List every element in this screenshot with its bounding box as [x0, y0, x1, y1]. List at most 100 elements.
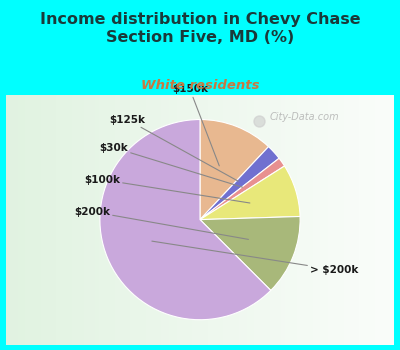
- Text: $150k: $150k: [172, 84, 219, 166]
- Wedge shape: [200, 147, 279, 220]
- Bar: [374, 94, 378, 345]
- Text: White residents: White residents: [141, 79, 259, 92]
- Bar: [382, 94, 386, 345]
- Bar: [235, 94, 239, 345]
- Bar: [64, 94, 68, 345]
- Bar: [367, 94, 371, 345]
- Bar: [103, 94, 107, 345]
- Bar: [115, 94, 118, 345]
- Bar: [258, 94, 262, 345]
- Bar: [68, 94, 72, 345]
- Wedge shape: [200, 158, 284, 220]
- Bar: [154, 94, 157, 345]
- Bar: [231, 94, 235, 345]
- Bar: [278, 94, 282, 345]
- Bar: [289, 94, 293, 345]
- Text: $100k: $100k: [84, 175, 250, 203]
- Bar: [227, 94, 231, 345]
- Bar: [165, 94, 169, 345]
- Wedge shape: [200, 166, 300, 220]
- Wedge shape: [200, 217, 300, 290]
- Text: $125k: $125k: [109, 114, 238, 181]
- Bar: [262, 94, 266, 345]
- Bar: [169, 94, 173, 345]
- Bar: [320, 94, 324, 345]
- Bar: [359, 94, 363, 345]
- Bar: [196, 94, 200, 345]
- Wedge shape: [200, 119, 268, 220]
- Bar: [10, 94, 14, 345]
- Bar: [52, 94, 56, 345]
- Bar: [177, 94, 181, 345]
- Bar: [351, 94, 355, 345]
- Bar: [122, 94, 126, 345]
- Bar: [84, 94, 88, 345]
- Bar: [355, 94, 359, 345]
- Bar: [246, 94, 250, 345]
- Bar: [22, 94, 26, 345]
- Bar: [91, 94, 95, 345]
- Bar: [56, 94, 60, 345]
- Bar: [88, 94, 91, 345]
- Bar: [188, 94, 192, 345]
- Bar: [192, 94, 196, 345]
- Bar: [49, 94, 52, 345]
- Bar: [146, 94, 150, 345]
- Bar: [340, 94, 344, 345]
- Bar: [80, 94, 84, 345]
- Bar: [161, 94, 165, 345]
- Bar: [138, 94, 142, 345]
- Bar: [76, 94, 80, 345]
- Text: > $200k: > $200k: [152, 241, 358, 275]
- Bar: [243, 94, 246, 345]
- Bar: [301, 94, 305, 345]
- Bar: [99, 94, 103, 345]
- Bar: [60, 94, 64, 345]
- Bar: [285, 94, 289, 345]
- Text: City-Data.com: City-Data.com: [270, 112, 340, 122]
- Text: $200k: $200k: [74, 206, 248, 239]
- Bar: [216, 94, 219, 345]
- Bar: [118, 94, 122, 345]
- Bar: [107, 94, 111, 345]
- Bar: [157, 94, 161, 345]
- Bar: [297, 94, 301, 345]
- Bar: [309, 94, 312, 345]
- Bar: [111, 94, 115, 345]
- Bar: [41, 94, 45, 345]
- Bar: [348, 94, 351, 345]
- Bar: [6, 94, 10, 345]
- Bar: [312, 94, 316, 345]
- Bar: [200, 94, 204, 345]
- Text: $30k: $30k: [99, 142, 242, 187]
- Bar: [95, 94, 99, 345]
- Bar: [29, 94, 33, 345]
- Bar: [184, 94, 188, 345]
- Bar: [390, 94, 394, 345]
- Bar: [134, 94, 138, 345]
- Bar: [126, 94, 130, 345]
- Bar: [305, 94, 309, 345]
- Bar: [130, 94, 134, 345]
- Bar: [212, 94, 216, 345]
- Bar: [72, 94, 76, 345]
- Bar: [386, 94, 390, 345]
- Bar: [33, 94, 37, 345]
- Bar: [208, 94, 212, 345]
- Text: Income distribution in Chevy Chase
Section Five, MD (%): Income distribution in Chevy Chase Secti…: [40, 12, 360, 45]
- Bar: [254, 94, 258, 345]
- Bar: [173, 94, 177, 345]
- Bar: [270, 94, 274, 345]
- Bar: [26, 94, 29, 345]
- Bar: [293, 94, 297, 345]
- Bar: [274, 94, 278, 345]
- Bar: [37, 94, 41, 345]
- Bar: [324, 94, 328, 345]
- Bar: [45, 94, 49, 345]
- Bar: [142, 94, 146, 345]
- Bar: [204, 94, 208, 345]
- Bar: [223, 94, 227, 345]
- Bar: [219, 94, 223, 345]
- Bar: [18, 94, 22, 345]
- Bar: [181, 94, 184, 345]
